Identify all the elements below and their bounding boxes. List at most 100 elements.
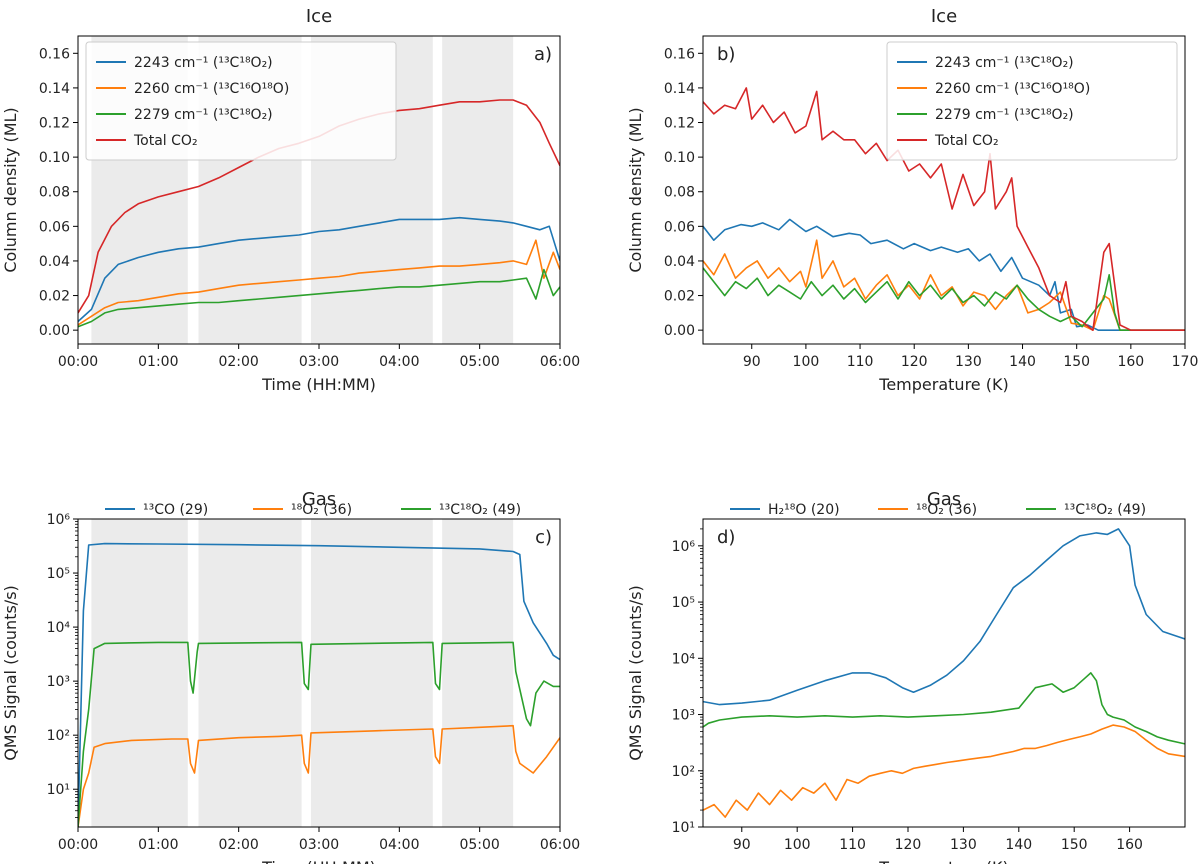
x-axis-label: Temperature (K) xyxy=(878,375,1008,394)
panel-label: a) xyxy=(534,44,552,65)
y-tick-label: 0.16 xyxy=(664,46,695,62)
legend-label: 2260 cm⁻¹ (¹³C¹⁶O¹⁸O) xyxy=(134,81,289,97)
y-tick-label: 10² xyxy=(672,764,695,780)
series-line-1 xyxy=(78,216,560,323)
y-tick-label: 0.14 xyxy=(39,81,70,97)
legend-label: ¹³C¹⁸O₂ (49) xyxy=(439,502,521,518)
x-tick-label: 100 xyxy=(793,354,820,370)
x-tick-label: 110 xyxy=(839,837,866,853)
x-tick-label: 150 xyxy=(1061,837,1088,853)
series-line-1 xyxy=(703,218,1185,332)
x-tick-label: 130 xyxy=(955,354,982,370)
y-tick-label: 0.16 xyxy=(39,46,70,62)
x-tick-label: 160 xyxy=(1117,354,1144,370)
y-tick-label: 10⁶ xyxy=(47,512,71,528)
x-tick-label: 02:00 xyxy=(218,354,258,370)
y-tick-label: 0.02 xyxy=(39,289,70,305)
legend-label: 2279 cm⁻¹ (¹³C¹⁸O₂) xyxy=(935,107,1074,123)
x-tick-label: 05:00 xyxy=(459,837,499,853)
y-tick-label: 0.08 xyxy=(664,185,695,201)
legend-label: ¹³CO (29) xyxy=(143,502,208,518)
shaded-interval xyxy=(310,519,433,827)
panel-label: d) xyxy=(717,527,735,548)
chart-title: Ice xyxy=(306,6,332,27)
y-axis-label: Column density (ML) xyxy=(626,107,645,272)
series-line-2 xyxy=(78,239,560,326)
chart-title: Gas xyxy=(927,489,961,510)
shaded-interval xyxy=(442,36,514,344)
x-tick-label: 04:00 xyxy=(379,837,419,853)
x-tick-label: 170 xyxy=(1172,354,1199,370)
y-tick-label: 0.04 xyxy=(664,254,695,270)
y-tick-label: 0.00 xyxy=(39,323,70,339)
x-tick-label: 02:00 xyxy=(218,837,258,853)
x-tick-label: 03:00 xyxy=(299,354,339,370)
legend-label: ¹⁸O₂ (36) xyxy=(291,502,352,518)
x-tick-label: 03:00 xyxy=(299,837,339,853)
chart-panel-4: 90 100 110 120 130 140 150 160 10¹ 10² 10³ 10⁴ 10⁵ 10… xyxy=(626,489,1186,864)
legend-label: H₂¹⁸O (20) xyxy=(768,502,840,518)
series-line-2 xyxy=(703,239,1185,332)
y-tick-label: 10¹ xyxy=(672,820,695,836)
y-tick-label: 10⁵ xyxy=(47,566,70,582)
y-tick-label: 0.10 xyxy=(664,150,695,166)
panel-label: b) xyxy=(717,44,735,65)
chart-title: Gas xyxy=(302,489,336,510)
x-tick-label: 160 xyxy=(1116,837,1143,853)
legend-label: 2243 cm⁻¹ (¹³C¹⁸O₂) xyxy=(134,55,273,71)
x-tick-label: 90 xyxy=(733,837,751,853)
y-tick-label: 0.10 xyxy=(39,150,70,166)
x-tick-label: 110 xyxy=(847,354,874,370)
panel-label: c) xyxy=(535,527,552,548)
series-line-1 xyxy=(703,528,1185,706)
legend-box xyxy=(85,41,397,161)
y-tick-label: 10⁴ xyxy=(47,620,71,636)
x-tick-label: 01:00 xyxy=(138,837,178,853)
y-tick-label: 10¹ xyxy=(47,782,70,798)
x-tick-label: 06:00 xyxy=(540,354,580,370)
x-axis-label: Temperature (K) xyxy=(878,858,1008,864)
series-line-3 xyxy=(703,672,1185,745)
x-tick-label: 150 xyxy=(1063,354,1090,370)
chart-panel-2: 90 100 110 120 130 140 150 160 170 0.00 0.02 0.04 0.… xyxy=(626,6,1198,394)
series-line-3 xyxy=(78,641,560,827)
legend-label: Total CO₂ xyxy=(133,133,198,149)
legend-label: Total CO₂ xyxy=(934,133,999,149)
shaded-interval xyxy=(91,519,188,827)
series-line-3 xyxy=(703,267,1185,332)
legend-label: ¹⁸O₂ (36) xyxy=(916,502,977,518)
y-tick-label: 10³ xyxy=(47,674,70,690)
x-tick-label: 01:00 xyxy=(138,354,178,370)
y-tick-label: 10⁶ xyxy=(672,539,696,555)
x-tick-label: 100 xyxy=(784,837,811,853)
y-tick-label: 0.00 xyxy=(664,323,695,339)
y-axis-label: QMS Signal (counts/s) xyxy=(1,585,20,761)
axes-frame xyxy=(702,35,1186,345)
series-line-4 xyxy=(703,87,1185,332)
legend-label: 2243 cm⁻¹ (¹³C¹⁸O₂) xyxy=(935,55,1074,71)
y-tick-label: 0.14 xyxy=(664,81,695,97)
legend-label: 2260 cm⁻¹ (¹³C¹⁶O¹⁸O) xyxy=(935,81,1090,97)
y-tick-label: 0.06 xyxy=(664,219,695,235)
shaded-interval xyxy=(442,519,514,827)
legend-label: ¹³C¹⁸O₂ (49) xyxy=(1064,502,1146,518)
axes-frame xyxy=(702,518,1186,828)
y-tick-label: 10³ xyxy=(672,708,695,724)
x-tick-label: 06:00 xyxy=(540,837,580,853)
series-line-2 xyxy=(78,724,560,827)
x-tick-label: 90 xyxy=(743,354,761,370)
x-axis-label: Time (HH:MM) xyxy=(261,858,376,864)
x-tick-label: 130 xyxy=(950,837,977,853)
y-tick-label: 0.12 xyxy=(664,116,695,132)
y-axis-label: QMS Signal (counts/s) xyxy=(626,585,645,761)
x-tick-label: 140 xyxy=(1009,354,1036,370)
legend-label: 2279 cm⁻¹ (¹³C¹⁸O₂) xyxy=(134,107,273,123)
series-line-1 xyxy=(78,542,560,827)
y-tick-label: 0.12 xyxy=(39,116,70,132)
series-line-3 xyxy=(78,268,560,328)
x-tick-label: 120 xyxy=(901,354,928,370)
y-axis-label: Column density (ML) xyxy=(1,107,20,272)
y-tick-label: 0.04 xyxy=(39,254,70,270)
y-tick-label: 10⁴ xyxy=(672,651,696,667)
